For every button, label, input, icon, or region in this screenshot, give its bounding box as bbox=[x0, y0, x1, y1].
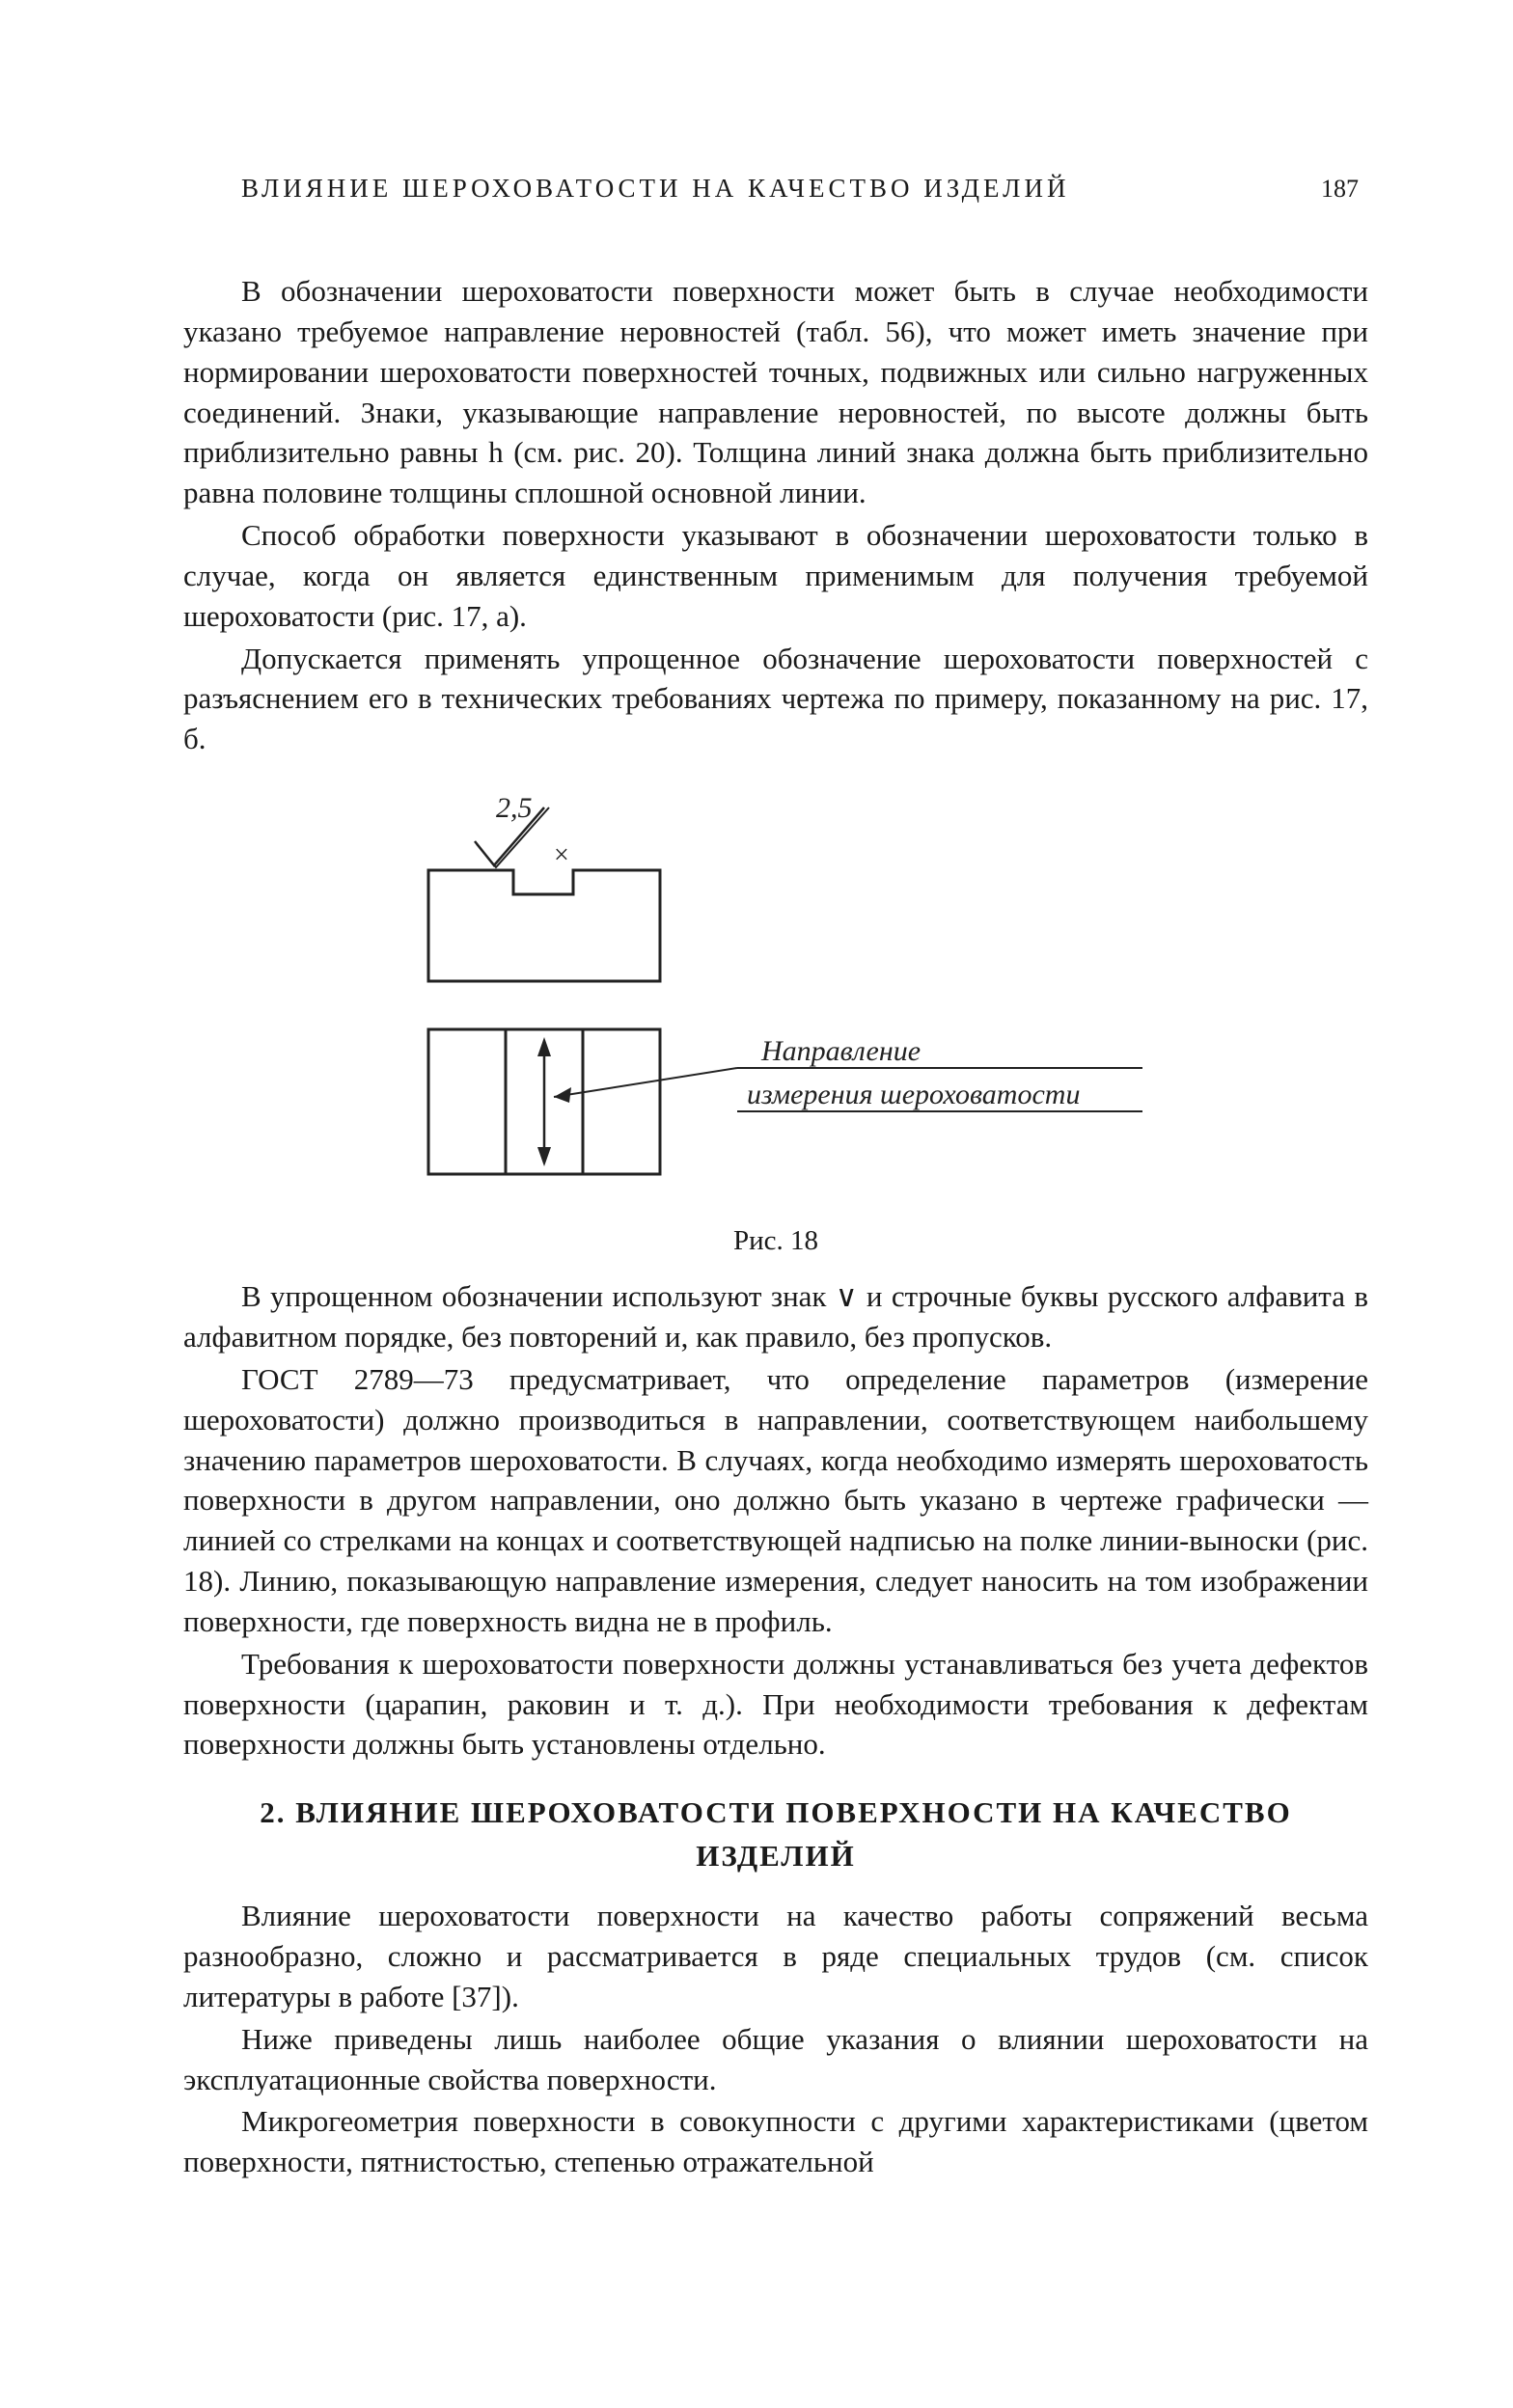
page: ВЛИЯНИЕ ШЕРОХОВАТОСТИ НА КАЧЕСТВО ИЗДЕЛИ… bbox=[0, 0, 1513, 2408]
paragraph-8: Ниже приведены лишь наиболее общие указа… bbox=[183, 2019, 1368, 2100]
running-title: ВЛИЯНИЕ ШЕРОХОВАТОСТИ НА КАЧЕСТВО ИЗДЕЛИ… bbox=[241, 174, 1069, 204]
paragraph-4: В упрощенном обозначении используют знак… bbox=[183, 1276, 1368, 1357]
paragraph-5: ГОСТ 2789—73 предусматривает, что опреде… bbox=[183, 1359, 1368, 1642]
paragraph-2: Способ обработки поверхности указывают в… bbox=[183, 515, 1368, 637]
roughness-value-text: 2,5 bbox=[496, 792, 533, 824]
figure-18: 2,5 × Направление и bbox=[183, 788, 1368, 1257]
paragraph-7: Влияние шероховатости поверхности на кач… bbox=[183, 1896, 1368, 2017]
figure-18-svg: 2,5 × Направление и bbox=[351, 788, 1200, 1203]
figure-annotation-line2: измерения шероховатости bbox=[747, 1079, 1080, 1110]
page-number: 187 bbox=[1321, 175, 1359, 204]
paragraph-1: В обозначении шероховатости поверхности … bbox=[183, 271, 1368, 513]
running-head: ВЛИЯНИЕ ШЕРОХОВАТОСТИ НА КАЧЕСТВО ИЗДЕЛИ… bbox=[183, 174, 1368, 204]
figure-caption: Рис. 18 bbox=[183, 1225, 1368, 1257]
svg-text:×: × bbox=[554, 840, 569, 870]
paragraph-3: Допускается применять упрощенное обознач… bbox=[183, 639, 1368, 760]
section-heading: 2. ВЛИЯНИЕ ШЕРОХОВАТОСТИ ПОВЕРХНОСТИ НА … bbox=[222, 1792, 1330, 1878]
figure-annotation-line1: Направление bbox=[760, 1035, 921, 1067]
paragraph-9: Микрогеометрия поверхности в совокупност… bbox=[183, 2101, 1368, 2182]
paragraph-6: Требования к шероховатости поверхности д… bbox=[183, 1644, 1368, 1765]
